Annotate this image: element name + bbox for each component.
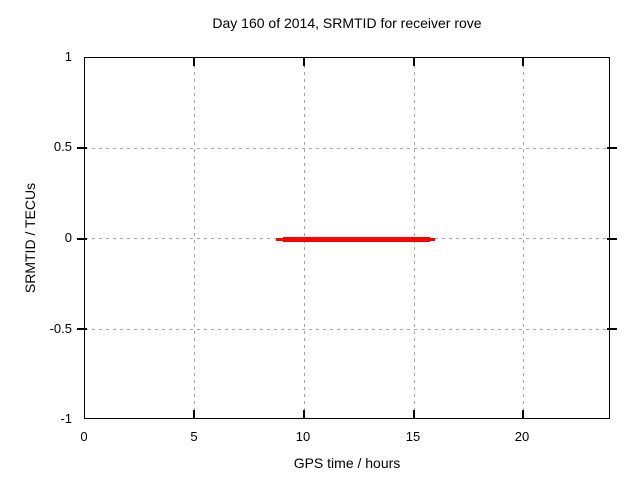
- y-tick-mark-right: [607, 238, 617, 240]
- h-gridline-0p5: [85, 148, 609, 149]
- x-tick-label: 10: [295, 429, 311, 444]
- y-axis-label: SRMTID / TECUs: [22, 182, 38, 294]
- x-tick-mark-bottom: [193, 410, 195, 418]
- plot-area: [77, 57, 617, 419]
- x-tick-label: 5: [190, 429, 198, 444]
- x-axis-label: GPS time / hours: [293, 455, 401, 471]
- chart-title: Day 160 of 2014, SRMTID for receiver rov…: [212, 15, 482, 31]
- x-tick-mark-top: [303, 58, 305, 66]
- x-tick-mark-bottom: [413, 410, 415, 418]
- y-tick-mark-right: [607, 328, 617, 330]
- y-tick-label: 1: [64, 49, 72, 64]
- y-tick-label: -1: [60, 411, 72, 426]
- data-series-srmtid-line-core: [283, 237, 430, 242]
- y-tick-label: 0.5: [53, 139, 72, 154]
- x-tick-mark-bottom: [303, 410, 305, 418]
- x-tick-label: 15: [405, 429, 421, 444]
- y-tick-mark-right: [607, 147, 617, 149]
- x-tick-mark-top: [413, 58, 415, 66]
- x-tick-label: 20: [514, 429, 530, 444]
- x-tick-mark-top: [522, 58, 524, 66]
- x-tick-mark-bottom: [522, 410, 524, 418]
- y-tick-mark-left: [77, 147, 87, 149]
- y-tick-label: 0: [64, 230, 72, 245]
- h-gridline-neg0p5: [85, 329, 609, 330]
- x-tick-label: 0: [80, 429, 88, 444]
- y-tick-label: -0.5: [49, 321, 72, 336]
- y-tick-mark-left: [77, 238, 87, 240]
- y-tick-mark-left: [77, 328, 87, 330]
- x-tick-mark-top: [193, 58, 195, 66]
